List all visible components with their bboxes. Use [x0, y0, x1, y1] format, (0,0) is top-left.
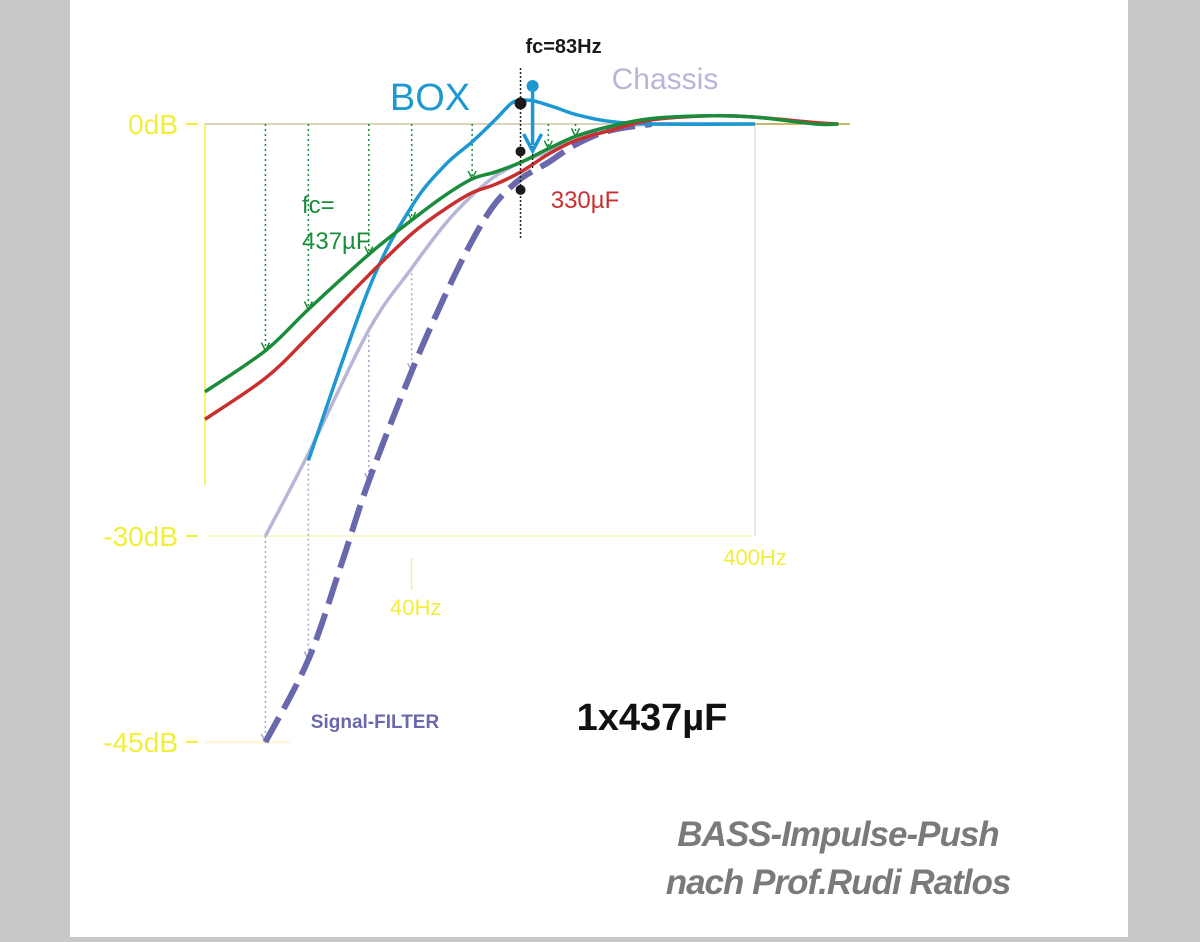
series-label-437uf-line: fc=: [302, 192, 335, 219]
series-line-cap437: [204, 113, 839, 394]
text-labels: 0dB -30dB -45dB 40Hz 400Hz fc=83Hz BOX Chassis S…: [103, 36, 1012, 902]
y-tick-label: 0dB: [128, 109, 178, 140]
series-label-330uf: 330µF: [551, 187, 620, 214]
y-tick-label: -45dB: [103, 727, 178, 758]
series-label-box: BOX: [390, 77, 470, 119]
footer-line: nach Prof.Rudi Ratlos: [666, 863, 1011, 902]
series-line-filter: [262, 121, 653, 744]
y-tick-label: -30dB: [103, 521, 178, 552]
chart-title: 1x437µF: [577, 697, 728, 739]
x-tick-label: 40Hz: [390, 595, 441, 620]
series-lines: [204, 98, 839, 744]
c437-fc-point: [515, 146, 526, 157]
series-label-filter: Signal-FILTER: [311, 712, 440, 733]
series-label-chassis: Chassis: [612, 63, 719, 96]
series-label-437uf-line: 437µF: [302, 228, 371, 255]
fc-marker-label: fc=83Hz: [525, 36, 601, 58]
peak-arrow-head: [522, 133, 544, 155]
c330-fc-point: [515, 184, 526, 195]
chart-background: [70, 0, 1128, 937]
box-fc-point: [514, 97, 527, 110]
annotations: [514, 68, 544, 240]
series-label-437uf: fc= 437µF: [302, 192, 371, 255]
footer-line: BASS-Impulse-Push: [677, 815, 998, 854]
box-peak-point: [526, 80, 539, 92]
x-tick-label: 400Hz: [723, 545, 787, 570]
